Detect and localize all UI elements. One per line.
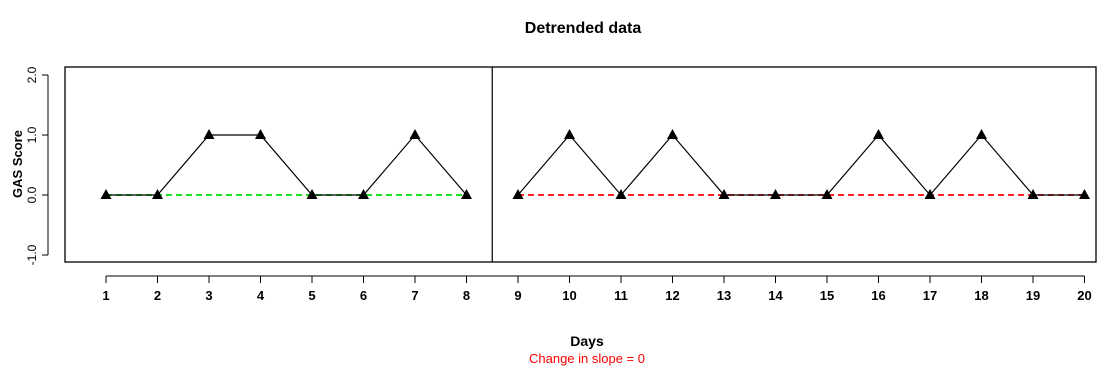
x-tick-label: 7 xyxy=(411,288,418,303)
chart-subtitle: Change in slope = 0 xyxy=(529,351,645,366)
data-point-marker xyxy=(667,129,678,139)
x-axis: 1 2 3 4 5 6 7 8 9 10 11 12 13 14 15 16 17 18 19 20 xyxy=(102,275,1092,303)
data-point-marker xyxy=(821,189,833,199)
data-point-marker xyxy=(1079,189,1090,199)
data-point-marker xyxy=(152,189,163,199)
y-axis: -1.0 0.0 1.0 2.0 xyxy=(25,66,49,265)
data-point-marker xyxy=(924,189,936,199)
x-tick-label: 3 xyxy=(205,288,212,303)
series-line-phase-2 xyxy=(517,134,1085,196)
x-tick-label: 2 xyxy=(154,288,161,303)
x-tick-label: 11 xyxy=(614,288,628,303)
x-tick-label: 8 xyxy=(463,288,470,303)
y-tick-label: 1.0 xyxy=(25,126,39,143)
x-tick-label: 14 xyxy=(768,288,783,303)
data-point-marker xyxy=(409,129,421,139)
x-tick-label: 1 xyxy=(102,288,109,303)
x-tick-label: 6 xyxy=(360,288,367,303)
data-point-marker xyxy=(306,189,318,199)
data-point-marker xyxy=(564,129,575,139)
series-line-phase-1 xyxy=(106,134,467,196)
x-tick-label: 18 xyxy=(974,288,988,303)
data-point-marker xyxy=(770,189,781,199)
data-point-marker xyxy=(203,129,215,139)
data-point-marker xyxy=(100,189,112,199)
x-tick-label: 17 xyxy=(923,288,937,303)
x-tick-label: 5 xyxy=(308,288,315,303)
x-tick-label: 20 xyxy=(1077,288,1091,303)
x-tick-label: 4 xyxy=(257,288,265,303)
data-point-marker xyxy=(1027,189,1039,199)
chart-title: Detrended data xyxy=(525,20,642,37)
data-point-marker xyxy=(358,189,369,199)
x-tick-label: 9 xyxy=(514,288,521,303)
x-tick-label: 13 xyxy=(717,288,731,303)
x-tick-label: 12 xyxy=(665,288,679,303)
x-tick-label: 15 xyxy=(820,288,834,303)
data-point-marker xyxy=(512,189,524,199)
data-point-marker xyxy=(976,129,987,139)
y-tick-label: -1.0 xyxy=(25,244,39,265)
data-series xyxy=(100,129,1090,199)
x-axis-label: Days xyxy=(570,333,604,349)
y-tick-label: 0.0 xyxy=(25,186,39,203)
y-tick-label: 2.0 xyxy=(25,66,39,83)
data-point-marker xyxy=(461,189,472,199)
x-tick-label: 10 xyxy=(562,288,576,303)
x-tick-label: 19 xyxy=(1026,288,1040,303)
data-point-marker xyxy=(718,189,730,199)
plot-area xyxy=(64,66,1097,263)
data-point-marker xyxy=(873,129,884,139)
y-axis-label: GAS Score xyxy=(10,130,25,198)
data-point-marker xyxy=(615,189,627,199)
x-tick-label: 16 xyxy=(871,288,885,303)
data-point-marker xyxy=(255,129,266,139)
